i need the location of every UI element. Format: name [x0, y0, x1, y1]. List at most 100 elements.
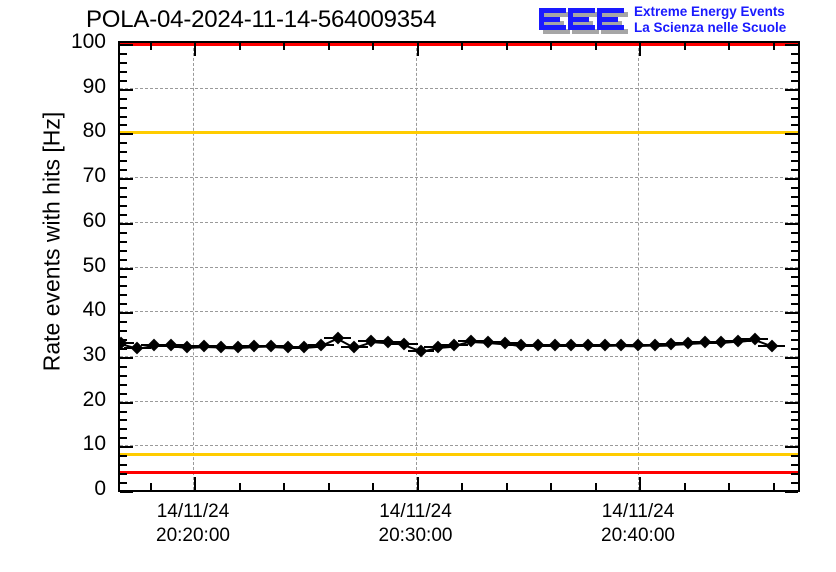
page-title: POLA-04-2024-11-14-564009354	[86, 6, 437, 33]
y-tick	[120, 97, 127, 100]
y-tick-right	[791, 303, 798, 306]
y-tick-right	[791, 213, 798, 216]
x-tick-label: 14/11/24 20:20:00	[103, 500, 283, 548]
y-tick-right	[791, 437, 798, 440]
threshold-line-lower-alarm	[120, 470, 798, 474]
x-tick-top	[149, 43, 152, 50]
x-tick-label-time: 20:30:00	[378, 525, 453, 546]
y-tick	[120, 258, 127, 261]
y-tick	[120, 339, 127, 342]
y-tick	[120, 285, 127, 288]
y-tick	[120, 365, 127, 368]
y-tick-right	[791, 115, 798, 118]
y-axis-tick-labels: 0 10 20 30 40 50 60 70 80 90 100	[0, 0, 118, 572]
y-tick-right	[791, 142, 798, 145]
y-tick	[120, 473, 127, 476]
y-tick-right	[785, 88, 798, 91]
x-tick-top	[461, 43, 463, 50]
y-tick-label: 30	[82, 342, 106, 366]
y-tick	[120, 303, 127, 306]
y-tick-right	[785, 356, 798, 359]
y-tick-right	[791, 392, 798, 395]
x-tick-top	[283, 43, 285, 50]
y-tick	[120, 312, 133, 315]
y-tick-right	[785, 446, 798, 449]
y-tick	[120, 106, 127, 109]
y-tick	[120, 249, 127, 252]
y-tick	[120, 204, 127, 207]
y-tick	[120, 356, 133, 359]
threshold-line-lower-warning	[120, 452, 798, 456]
x-tick-top	[728, 43, 730, 50]
y-tick-right	[791, 124, 798, 127]
y-tick-label: 60	[82, 208, 106, 232]
y-tick	[120, 482, 127, 485]
x-tick	[327, 483, 330, 490]
y-tick-right	[791, 473, 798, 476]
gridline-horizontal	[120, 266, 798, 268]
x-tick-label-time: 20:20:00	[156, 525, 230, 546]
y-tick-label: 0	[94, 477, 106, 500]
y-tick	[120, 178, 133, 181]
series-connector	[537, 345, 555, 348]
y-tick-label: 40	[82, 298, 106, 322]
gridline-horizontal	[120, 311, 798, 313]
y-tick	[120, 79, 127, 82]
y-tick	[120, 213, 127, 216]
y-tick	[120, 133, 133, 136]
x-tick-label-date: 14/11/24	[156, 501, 230, 522]
gridline-horizontal	[120, 221, 798, 223]
y-tick-right	[791, 70, 798, 73]
y-tick	[120, 392, 127, 395]
eee-mark-icon	[539, 8, 628, 34]
y-tick	[120, 44, 133, 46]
y-tick-label: 80	[82, 119, 106, 143]
y-tick-right	[791, 276, 798, 279]
y-tick	[120, 231, 127, 234]
series-connector	[521, 345, 538, 348]
y-tick-right	[791, 321, 798, 324]
y-tick-right	[791, 410, 798, 413]
logo-text: Extreme Energy Events La Scienza nelle S…	[634, 4, 786, 36]
y-tick-right	[791, 151, 798, 154]
y-tick-right	[785, 133, 798, 136]
y-tick-right	[791, 79, 798, 82]
x-tick-top	[372, 43, 374, 50]
y-tick-right	[791, 428, 798, 431]
logo-line-1: Extreme Energy Events	[634, 4, 785, 19]
x-tick	[728, 483, 730, 490]
series-connector	[704, 342, 722, 345]
y-tick-right	[791, 455, 798, 458]
y-tick	[120, 142, 127, 145]
series-connector	[554, 345, 572, 348]
y-tick-label: 10	[82, 432, 106, 456]
y-tick-right	[791, 187, 798, 190]
y-tick	[120, 151, 127, 154]
gridline-vertical	[638, 43, 639, 490]
y-tick	[120, 410, 127, 413]
y-tick-right	[791, 383, 798, 386]
x-tick	[772, 483, 775, 490]
y-tick	[120, 115, 127, 118]
y-tick-right	[791, 195, 798, 198]
y-tick	[120, 446, 133, 449]
x-tick	[372, 483, 374, 490]
y-tick-right	[791, 285, 798, 288]
y-tick-right	[791, 97, 798, 100]
y-tick-right	[791, 52, 798, 55]
y-tick-right	[791, 106, 798, 109]
y-tick-right	[791, 464, 798, 467]
y-tick-right	[785, 401, 798, 404]
x-tick	[505, 483, 508, 490]
x-tick	[639, 477, 641, 490]
threshold-line-upper-warning	[120, 130, 798, 134]
y-tick	[120, 276, 127, 279]
y-tick-right	[791, 160, 798, 163]
x-tick-top	[505, 43, 508, 50]
y-tick-right	[785, 491, 798, 493]
x-tick-label-date: 14/11/24	[601, 501, 675, 522]
series-connector	[587, 345, 605, 348]
y-tick	[120, 347, 127, 350]
y-tick	[120, 455, 127, 458]
y-tick	[120, 428, 127, 431]
